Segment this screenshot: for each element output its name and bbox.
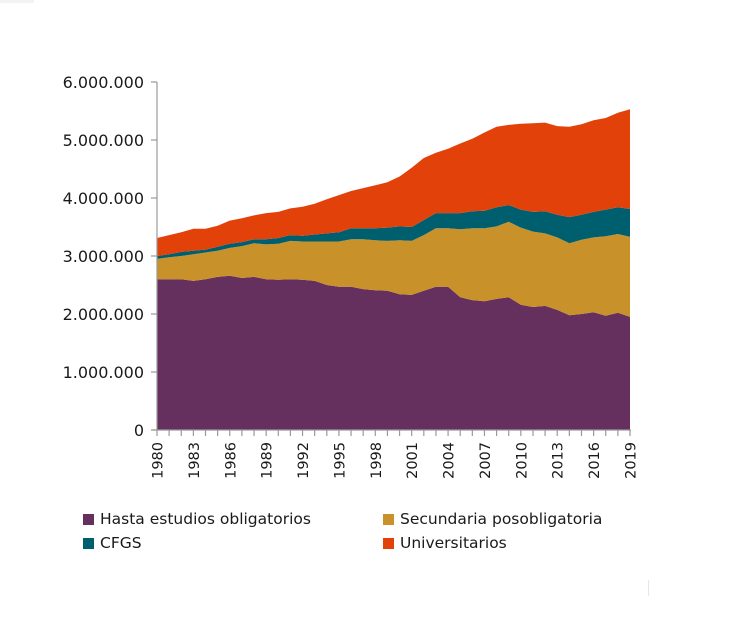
axes-layer: 0 1.000.000 2.000.000 3.000.000 4.000.000 5.0… [63,73,640,479]
legend: Hasta estudios obligatorios Secundaria p… [83,510,643,552]
area-universitarios [157,109,630,256]
edge-divider [648,580,649,596]
y-tick-label: 5.000.000 [63,131,144,150]
x-tick-label: 2001 [405,442,421,479]
top-edge-mark [0,0,34,3]
x-tick-label: 2010 [514,442,530,479]
legend-label: CFGS [100,534,142,552]
x-tick-label: 2016 [587,442,603,479]
x-tick-label: 1980 [151,442,167,479]
y-ticks: 0 1.000.000 2.000.000 3.000.000 4.000.000 5.0… [63,73,157,440]
x-tick-label: 1995 [332,442,348,479]
y-tick-label: 6.000.000 [63,73,144,92]
area-cfgs [157,205,630,259]
x-tick-label: 1998 [369,442,385,479]
legend-label: Hasta estudios obligatorios [100,510,311,528]
legend-item-hasta-obligatorios: Hasta estudios obligatorios [83,510,383,528]
x-tick-label: 1992 [296,442,312,479]
legend-swatch [383,513,394,525]
x-ticks: 1980 1983 1986 1989 1992 1995 1998 2001 2004 2007… [151,430,640,479]
x-tick-label: 1986 [223,442,239,479]
legend-item-universitarios: Universitarios [383,534,643,552]
legend-item-secundaria: Secundaria posobligatoria [383,510,643,528]
y-tick-label: 1.000.000 [63,363,144,382]
legend-label: Universitarios [400,534,507,552]
y-tick-label: 0 [134,421,144,440]
y-tick-label: 4.000.000 [63,189,144,208]
x-tick-label: 1983 [187,442,203,479]
area-secundaria-posobligatoria [157,221,630,317]
area-layer [157,109,630,430]
x-tick-label: 2019 [624,442,640,479]
x-tick-label: 2013 [551,442,567,479]
x-tick-label: 2004 [442,442,458,479]
legend-swatch [83,513,94,525]
y-tick-label: 3.000.000 [63,247,144,266]
area-hasta-estudios-obligatorios [157,275,630,430]
x-tick-label: 1989 [260,442,276,479]
legend-item-cfgs: CFGS [83,534,383,552]
x-tick-label: 2007 [478,442,494,479]
legend-swatch [383,537,394,549]
legend-swatch [83,537,94,549]
y-tick-label: 2.000.000 [63,305,144,324]
legend-label: Secundaria posobligatoria [400,510,603,528]
